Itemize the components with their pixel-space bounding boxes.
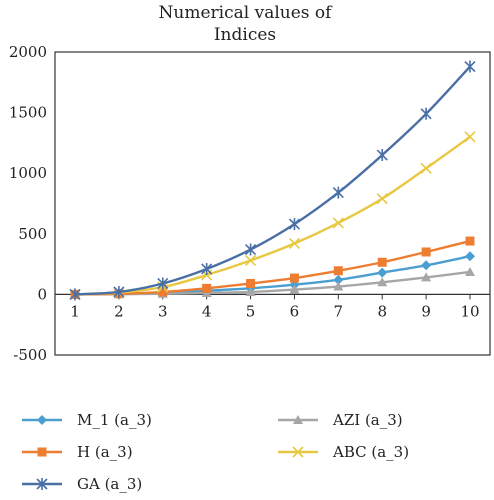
data-point-marker — [333, 274, 344, 285]
data-point-marker — [333, 266, 343, 276]
legend-item: H (a_3) — [22, 443, 133, 461]
data-point-marker — [464, 131, 476, 143]
legend-label: M_1 (a_3) — [77, 411, 152, 429]
legend-item: GA (a_3) — [22, 475, 142, 493]
data-point-marker — [288, 218, 301, 231]
series-abc — [69, 131, 476, 300]
y-tick-label: 1000 — [9, 164, 47, 182]
data-point-marker — [293, 415, 303, 424]
legend-item: AZI (a_3) — [278, 411, 403, 429]
chart-title-line: Numerical values of — [159, 3, 334, 23]
data-point-marker — [289, 273, 299, 283]
data-point-marker — [465, 236, 475, 246]
data-point-marker — [332, 186, 344, 199]
y-tick-label: 2000 — [9, 43, 47, 61]
data-point-marker — [201, 262, 213, 275]
data-point-marker — [377, 267, 388, 278]
y-tick-label: -500 — [13, 346, 47, 364]
y-tick-label: 500 — [18, 225, 47, 243]
series-line — [74, 65, 471, 296]
data-point-marker — [421, 247, 431, 257]
x-tick-label: 9 — [421, 302, 431, 320]
x-tick-label: 8 — [377, 302, 387, 320]
x-tick-label: 10 — [460, 302, 479, 320]
data-point-marker — [377, 257, 387, 267]
x-tick-label: 7 — [334, 302, 344, 320]
chart-title-line: Indices — [214, 25, 276, 45]
legend-label: H (a_3) — [77, 443, 133, 461]
data-point-marker — [288, 237, 301, 250]
data-point-marker — [420, 162, 432, 174]
data-point-marker — [245, 286, 256, 296]
data-point-marker — [69, 288, 81, 301]
data-point-marker — [157, 277, 169, 290]
data-point-marker — [332, 217, 344, 229]
legend-label: ABC (a_3) — [332, 443, 409, 461]
legend: M_1 (a_3) AZI (a_3) H (a_3) ABC (a_3) GA (a_… — [22, 411, 409, 493]
x-tick-label: 4 — [202, 302, 212, 320]
legend-item: ABC (a_3) — [278, 443, 409, 461]
data-point-marker — [246, 278, 256, 288]
data-point-marker — [464, 60, 476, 73]
series-line — [74, 135, 471, 296]
data-point-marker — [244, 243, 257, 256]
x-tick-label: 3 — [158, 302, 168, 320]
data-point-marker — [377, 277, 388, 287]
legend-label: GA (a_3) — [77, 475, 142, 493]
data-point-marker — [465, 266, 475, 276]
data-point-marker — [158, 287, 168, 297]
series-lines — [69, 60, 476, 301]
x-tick-label: 2 — [114, 302, 124, 320]
legend-label: AZI (a_3) — [332, 411, 403, 429]
data-point-marker — [465, 251, 475, 262]
data-point-marker — [36, 478, 48, 490]
axes: -500 0 500 1000 1500 2000 1 2 3 4 5 6 7 8 9 10 — [9, 43, 490, 364]
data-point-marker — [37, 447, 47, 457]
data-point-marker — [202, 283, 212, 293]
x-tick-label: 1 — [70, 302, 80, 320]
data-point-marker — [113, 285, 125, 298]
y-tick-label: 1500 — [9, 104, 47, 122]
series-line — [74, 239, 471, 296]
y-tick-label: 0 — [37, 285, 47, 303]
data-point-marker — [421, 272, 432, 282]
data-point-marker — [244, 254, 257, 267]
data-point-marker — [421, 260, 432, 271]
x-tick-label: 5 — [246, 302, 256, 320]
data-point-marker — [376, 193, 388, 205]
data-point-marker — [37, 415, 47, 425]
data-point-marker — [333, 281, 344, 291]
plot-area — [54, 51, 491, 356]
data-point-marker — [376, 149, 388, 162]
legend-item: M_1 (a_3) — [22, 411, 152, 429]
data-point-marker — [292, 446, 304, 458]
data-point-marker — [289, 284, 300, 294]
data-point-marker — [420, 107, 432, 120]
series-ga — [69, 60, 476, 301]
x-tick-label: 6 — [290, 302, 300, 320]
